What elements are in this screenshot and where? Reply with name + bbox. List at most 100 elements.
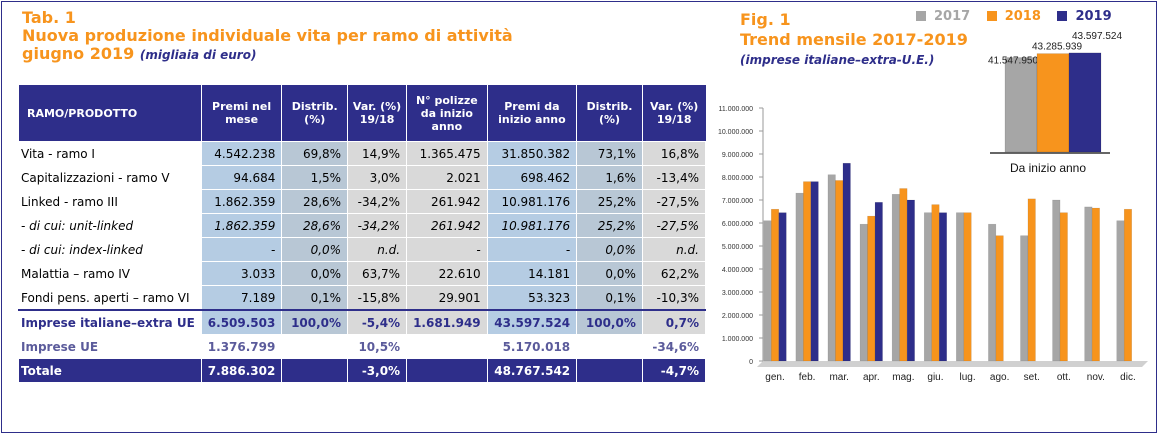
bar-2018-ago (995, 235, 1004, 362)
table-cell: 25,2% (576, 189, 643, 214)
bar-2019-gen (778, 212, 787, 362)
x-tick-label: gen. (765, 372, 784, 383)
bar-2017-nov (1084, 206, 1093, 362)
table-cell: 100,0% (281, 309, 349, 335)
table-row: Imprese italiane–extra UE 6.509.503 100,0%… (18, 309, 707, 335)
x-tick-label: lug. (959, 372, 975, 383)
bar-2017-gen (763, 220, 772, 362)
bar-2017-lug (956, 212, 965, 362)
table-row: Vita - ramo I 4.542.238 69,8% 14,9% 1.365.47… (18, 141, 707, 166)
table-cell: -4,7% (641, 358, 707, 383)
table-cell: 53.323 (486, 285, 578, 311)
bar-2017-ago (988, 223, 997, 362)
legend-label-2017: 2017 (934, 9, 971, 24)
table-cell: 0,1% (281, 285, 349, 311)
legend-item-2017: 2017 (916, 9, 970, 24)
table-cell: -13,4% (641, 165, 707, 190)
table-cell (406, 334, 488, 359)
inset-bar-2018 (1036, 53, 1070, 153)
table-cell: 1,5% (281, 165, 349, 190)
inset-bar-2019 (1068, 52, 1102, 153)
column-header: RAMO/PRODOTTO (18, 85, 202, 142)
row-label: Totale (18, 358, 202, 383)
table-unit: (migliaia di euro) (139, 48, 257, 62)
y-tick-label: 8.000.000 (722, 175, 753, 182)
row-label: Vita - ramo I (18, 141, 202, 166)
table-cell: 69,8% (281, 141, 349, 166)
table-cell: -15,8% (347, 285, 408, 311)
y-tick-label: 10.000.000 (718, 129, 753, 136)
figure-title-block: Fig. 1 Trend mensile 2017-2019 (imprese … (740, 10, 968, 70)
chart-legend: 2017 2018 2019 (916, 9, 1112, 24)
y-tick-label: 3.000.000 (722, 290, 753, 297)
chart-floor (757, 361, 1148, 367)
inset-bar-2017 (1004, 57, 1038, 153)
table-row: Imprese UE 1.376.799 10,5% 5.170.018 -34,6% (18, 334, 707, 359)
y-tick-label: 11.000.000 (718, 106, 753, 113)
table-cell (576, 358, 643, 383)
inset-value-label: 43.597.524 (1072, 31, 1122, 42)
table-cell: - (200, 237, 283, 262)
table-cell: -10,3% (641, 285, 707, 311)
table-cell: 261.942 (406, 189, 488, 214)
table-cell: 28,6% (281, 213, 349, 238)
column-header: Var. (%) 19/18 (347, 85, 407, 142)
table-cell: 94.684 (200, 165, 283, 190)
figure-title: Trend mensile 2017-2019 (740, 30, 968, 49)
table-body: Vita - ramo I 4.542.238 69,8% 14,9% 1.365.47… (18, 141, 707, 383)
table-cell: 2.021 (406, 165, 488, 190)
row-label: Imprese UE (18, 334, 202, 359)
bar-2017-apr (859, 223, 868, 362)
column-header: Var. (%) 19/18 (641, 85, 706, 142)
figure-subtitle: (imprese italiane–extra-U.E.) (740, 53, 935, 67)
table-cell (406, 358, 488, 383)
table-cell: 62,2% (641, 261, 707, 286)
table-cell: 63,7% (347, 261, 408, 286)
bar-2018-apr (867, 215, 876, 362)
table-cell (281, 358, 349, 383)
x-tick-label: set. (1024, 372, 1040, 383)
table-row: Malattia – ramo IV 3.033 0,0% 63,7% 22.610 14… (18, 261, 707, 286)
row-label: Linked - ramo III (18, 189, 202, 214)
bar-2017-mag (891, 194, 900, 362)
table-header-row: RAMO/PRODOTTO Premi nel mese Distrib. (%) V… (18, 85, 706, 142)
row-label: Imprese italiane–extra UE (18, 309, 202, 335)
table-cell: n.d. (347, 237, 408, 262)
y-tick-label: 5.000.000 (722, 244, 753, 251)
legend-item-2018: 2018 (986, 9, 1041, 24)
legend-label-2018: 2018 (1004, 9, 1041, 24)
bar-2019-giu (938, 212, 947, 362)
table-cell: 73,1% (576, 141, 643, 166)
x-tick-label: ott. (1057, 372, 1071, 383)
table-cell: - (406, 237, 488, 262)
table-cell: 48.767.542 (486, 358, 578, 383)
bar-2018-giu (931, 204, 940, 362)
table-title: Nuova produzione individuale vita per ra… (22, 26, 513, 45)
bar-2017-ott (1052, 199, 1061, 362)
bar-2019-feb (810, 181, 819, 362)
table-cell: -5,4% (347, 309, 408, 335)
table-cell: 31.850.382 (486, 141, 578, 166)
bar-2018-lug (963, 212, 972, 362)
bar-2018-dic (1123, 208, 1132, 362)
bar-2018-feb (803, 181, 812, 362)
x-tick-label: ago. (990, 372, 1009, 383)
x-tick-label: mar. (829, 372, 848, 383)
table-cell: 16,8% (641, 141, 707, 166)
table-cell: 100,0% (576, 309, 643, 335)
table-row: - di cui: index-linked -0,0% n.d. - -0,0% n.d… (18, 237, 707, 262)
column-header: Distrib. (%) (576, 85, 643, 142)
bar-2017-set (1020, 235, 1029, 362)
x-tick-label: giu. (927, 372, 943, 383)
inset-value-label: 43.285.939 (1032, 42, 1082, 53)
table-cell: 1.681.949 (406, 309, 488, 335)
table-cell: 0,0% (281, 237, 349, 262)
legend-label-2019: 2019 (1075, 9, 1112, 24)
y-tick-label: 6.000.000 (722, 221, 753, 228)
y-tick-label: 2.000.000 (722, 313, 753, 320)
table-cell: 3.033 (200, 261, 283, 286)
table-cell: 0,0% (576, 261, 643, 286)
table-cell: 14.181 (486, 261, 578, 286)
